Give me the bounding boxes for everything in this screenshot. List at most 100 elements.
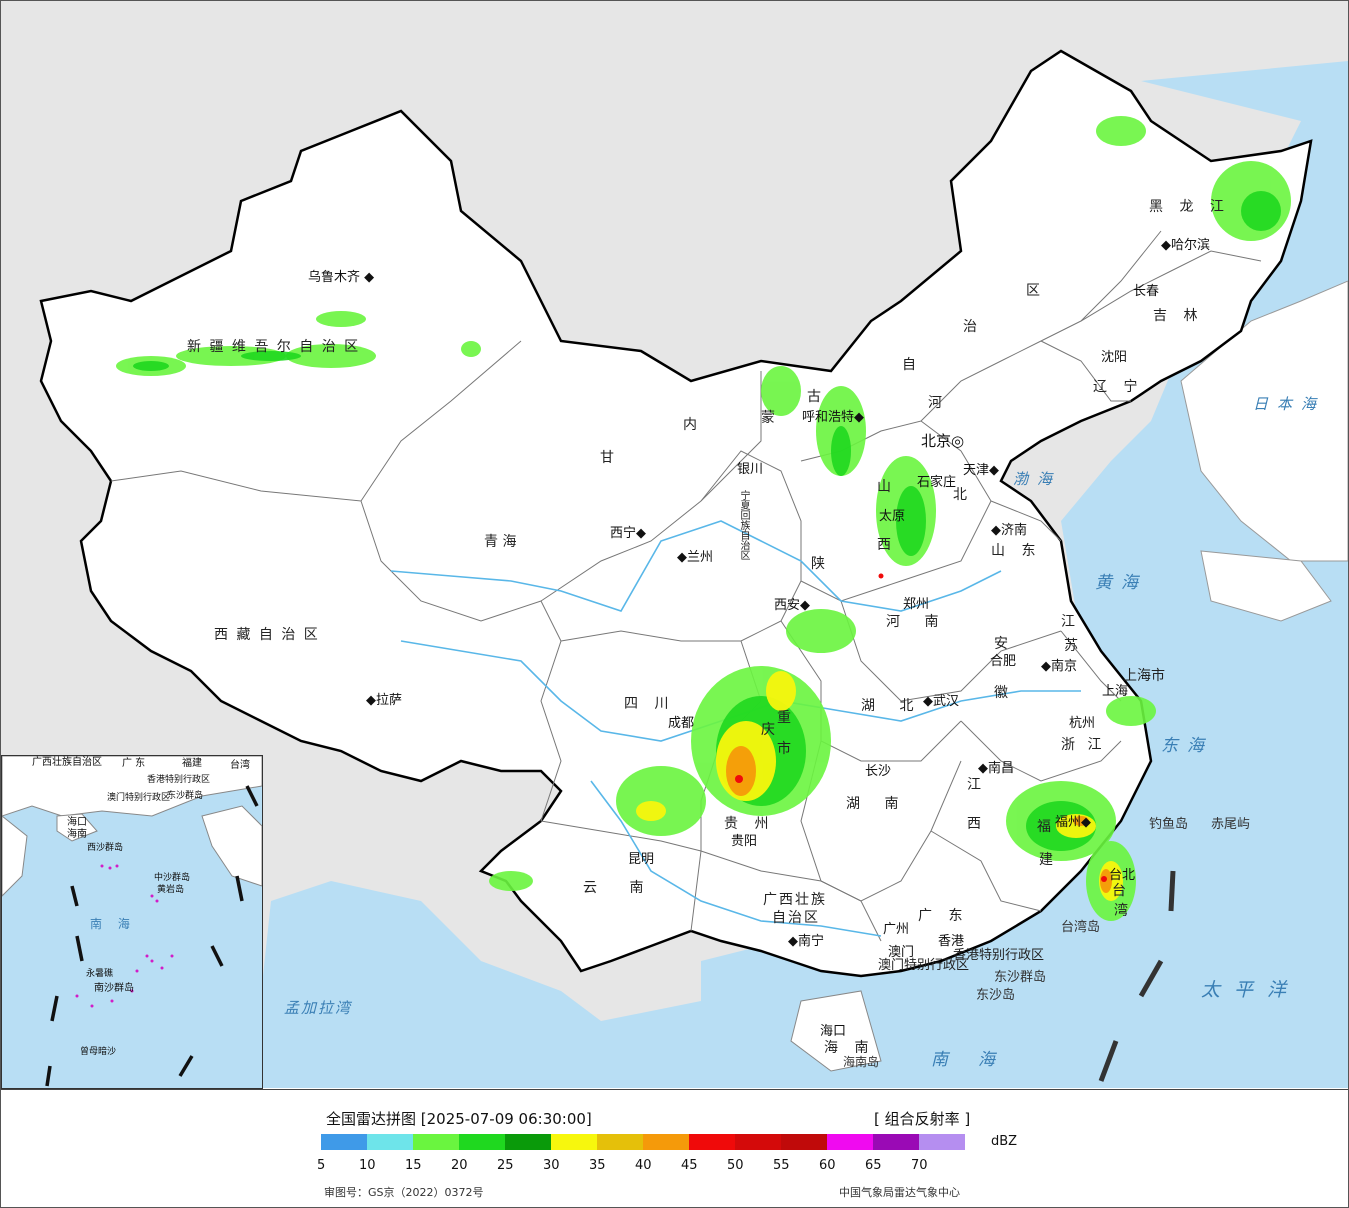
region-zhejiang: 浙 江 [1061, 737, 1106, 753]
region-gansu: 甘 [600, 450, 614, 466]
china-map: 新 疆 维 吾 尔 自 治 区 西 藏 自 治 区 青 海 甘 内 蒙 古 自 … [1, 1, 1348, 1089]
island-dongsha-qundao: 东沙群岛 [994, 970, 1047, 985]
legend-product: [ 组合反射率 ] [874, 1110, 971, 1128]
region-xizang: 西 藏 自 治 区 [214, 627, 320, 643]
region-sichuan: 四 川 [624, 696, 675, 712]
inset-label-taiwan: 台湾 [230, 760, 250, 771]
inset-label-huangyan: 黄岩岛 [157, 885, 185, 895]
island-taiwan: 台湾岛 [1061, 920, 1101, 935]
region-hunan: 湖 南 [846, 796, 909, 812]
sea-bengal: 孟加拉湾 [284, 999, 353, 1017]
colorbar-tick-label: 15 [405, 1158, 422, 1173]
city-shanghai: 上海 [1102, 684, 1129, 699]
region-hubei: 湖 北 [861, 698, 924, 714]
region-qinghai: 青 海 [484, 534, 517, 550]
colorbar-swatch [597, 1134, 643, 1150]
colorbar-tick-label: 60 [819, 1158, 836, 1173]
city-beijing: 北京◎ [921, 432, 965, 450]
region-taiwan-2: 湾 [1114, 903, 1128, 919]
inset-label-macau: 澳门特别行政区 [107, 793, 171, 803]
city-chengdu: 成都 [668, 716, 695, 731]
colorbar-tick-label: 55 [773, 1158, 790, 1173]
colorbar-swatch [689, 1134, 735, 1150]
colorbar-swatch [781, 1134, 827, 1150]
south-china-sea-inset: 广西壮族自治区 广 东 福建 台湾 澳门特别行政区 香港特别行政区 东沙群岛 海… [1, 755, 263, 1089]
region-xinjiang: 新 疆 维 吾 尔 自 治 区 [187, 339, 361, 355]
region-fujian-1: 福 [1037, 819, 1051, 835]
region-shanxi-1: 山 [877, 479, 891, 495]
city-jinan: ◆济南 [991, 523, 1028, 538]
city-changchun: 长春 [1133, 284, 1160, 299]
city-nanchang: ◆南昌 [978, 761, 1015, 776]
region-jiangxi-2: 西 [967, 816, 981, 832]
region-jiangsu-2: 苏 [1064, 638, 1078, 654]
colorbar-tick-label: 25 [497, 1158, 514, 1173]
colorbar-tick-label: 70 [911, 1158, 928, 1173]
sea-nanhai: 南海 [931, 1050, 1025, 1070]
colorbar-swatch [873, 1134, 919, 1150]
city-hangzhou: 杭州 [1069, 716, 1096, 731]
island-chiwei: 赤尾屿 [1211, 817, 1251, 832]
region-neimeng-4: 自 [902, 357, 916, 373]
region-jilin: 吉 林 [1153, 308, 1204, 324]
city-xianggang: 香港 [938, 934, 965, 949]
region-guizhou: 贵 州 [724, 816, 775, 832]
city-xining: 西宁◆ [610, 526, 647, 541]
island-hainan: 海南岛 [843, 1055, 880, 1069]
map-canvas [1, 1, 1348, 1088]
inset-canvas [2, 756, 262, 1087]
region-chongqing-1: 重 [777, 710, 791, 726]
region-heilongjiang: 黑 龙 江 [1149, 199, 1230, 215]
inset-label-zhongsha: 中沙群岛 [154, 873, 191, 883]
region-guangxi-1: 广西壮族 [763, 892, 827, 908]
region-shanxi-2: 西 [877, 537, 891, 553]
region-macau: 澳门特别行政区 [878, 958, 970, 973]
colorbar-swatch [735, 1134, 781, 1150]
region-hk: 香港特别行政区 [953, 948, 1045, 963]
colorbar-swatch [459, 1134, 505, 1150]
city-lanzhou: ◆兰州 [677, 550, 714, 565]
colorbar-tick-label: 30 [543, 1158, 560, 1173]
region-taiwan-1: 台 [1112, 883, 1126, 899]
colorbar-swatch [643, 1134, 689, 1150]
region-anhui-2: 徽 [994, 685, 1008, 701]
island-diaoyu: 钓鱼岛 [1149, 817, 1189, 832]
region-henan: 河 南 [886, 614, 949, 630]
colorbar-swatch [827, 1134, 873, 1150]
region-fujian-2: 建 [1039, 852, 1053, 868]
region-hainan: 海 南 [824, 1040, 875, 1056]
city-urumqi: 乌鲁木齐 ◆ [308, 270, 375, 285]
inset-label-guangdong: 广 东 [122, 758, 146, 769]
sea-pacific: 太平洋 [1201, 979, 1301, 1001]
legend-title: 全国雷达拼图 [2025-07-09 06:30:00] [326, 1110, 592, 1128]
region-guangdong: 广 东 [918, 908, 969, 924]
region-neimeng-3: 古 [807, 389, 821, 405]
region-chongqing-3: 市 [777, 741, 791, 757]
colorbar-swatch [919, 1134, 965, 1150]
legend-panel: 全国雷达拼图 [2025-07-09 06:30:00] [ 组合反射率 ] d… [1, 1089, 1348, 1207]
colorbar-swatch [321, 1134, 367, 1150]
city-tianjin: 天津◆ [963, 463, 1000, 478]
city-changsha: 长沙 [865, 764, 892, 779]
region-neimeng-5: 治 [963, 319, 977, 335]
region-jiangsu-1: 江 [1061, 614, 1075, 630]
city-hohhot: 呼和浩特◆ [802, 410, 865, 425]
colorbar-swatch [367, 1134, 413, 1150]
colorbar-swatch [551, 1134, 597, 1150]
colorbar-tick-label: 65 [865, 1158, 882, 1173]
city-guiyang: 贵阳 [731, 834, 758, 849]
colorbar-tick-label: 50 [727, 1158, 744, 1173]
inset-label-nanhai: 南 海 [90, 917, 136, 931]
region-liaoning: 辽 宁 [1093, 379, 1144, 395]
inset-label-guangxi: 广西壮族自治区 [32, 757, 102, 768]
city-harbin: ◆哈尔滨 [1161, 238, 1211, 253]
region-shanghai: 上海市 [1123, 668, 1165, 684]
colorbar-tick-label: 35 [589, 1158, 606, 1173]
city-taiyuan: 太原 [879, 509, 906, 524]
city-taibei: 台北 [1109, 868, 1136, 883]
city-nanjing: ◆南京 [1041, 659, 1078, 674]
colorbar-tick-label: 10 [359, 1158, 376, 1173]
city-wuhan: ◆武汉 [923, 694, 960, 709]
region-chongqing-2: 庆 [761, 722, 775, 738]
city-xian: 西安◆ [774, 598, 811, 613]
